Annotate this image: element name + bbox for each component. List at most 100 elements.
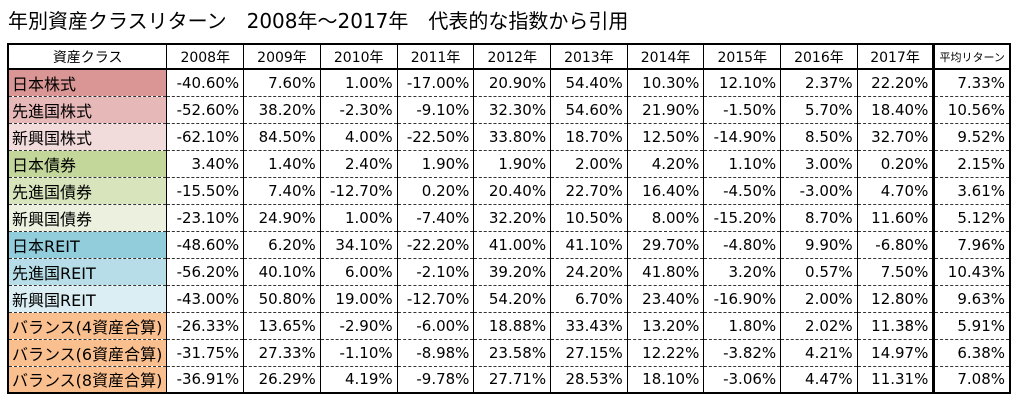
return-cell: 1.00% [319,69,398,97]
return-cell: 1.00% [319,204,398,232]
return-cell: -48.60% [166,231,245,259]
average-return-cell: 6.38% [932,339,1011,367]
return-cell: 32.30% [473,96,552,124]
return-cell: -17.00% [396,69,475,97]
return-cell: -23.10% [166,204,245,232]
return-cell: 4.20% [626,150,705,178]
return-cell: 20.40% [473,177,552,205]
return-cell: 40.10% [243,258,321,286]
table-row: バランス(8資産合算) -36.91% 26.29% 4.19% -9.78% 27.71… [7,366,1011,394]
return-cell: -2.10% [396,258,475,286]
asset-class-label: 先進国株式 [7,96,168,124]
return-cell: -12.70% [396,285,475,313]
asset-return-table: 資産クラス 2008年 2009年 2010年 2011年 2012年 2013年 2014年… [7,43,1011,394]
return-cell: 0.57% [780,258,858,286]
return-cell: -6.80% [856,231,935,259]
column-header-average: 平均リターン [932,43,1011,70]
return-cell: 22.20% [856,69,935,97]
column-header-year: 2017年 [856,43,935,70]
return-cell: -2.90% [319,312,398,340]
return-cell: 1.40% [243,150,321,178]
return-cell: 9.90% [780,231,858,259]
return-cell: 27.15% [550,339,628,367]
return-cell: 2.40% [319,150,398,178]
return-cell: -52.60% [166,96,245,124]
return-cell: -9.78% [396,366,475,394]
return-cell: 18.10% [626,366,705,394]
return-cell: -1.10% [319,339,398,367]
return-cell: 41.80% [626,258,705,286]
return-cell: -7.40% [396,204,475,232]
return-cell: 54.20% [473,285,552,313]
return-cell: 32.70% [856,123,935,151]
asset-class-label: 先進国REIT [7,258,168,286]
return-cell: 12.80% [856,285,935,313]
average-return-cell: 9.63% [932,285,1011,313]
page-title: 年別資産クラスリターン 2008年～2017年 代表的な指数から引用 [8,9,629,33]
table-row: 新興国REIT -43.00% 50.80% 19.00% -12.70% 54.20% 6… [7,285,1011,313]
average-return-cell: 10.43% [932,258,1011,286]
return-cell: 50.80% [243,285,321,313]
return-cell: -9.10% [396,96,475,124]
average-return-cell: 3.61% [932,177,1011,205]
average-return-cell: 10.56% [932,96,1011,124]
return-cell: -4.80% [703,231,782,259]
return-cell: 8.00% [626,204,705,232]
return-cell: 27.33% [243,339,321,367]
column-header-year: 2016年 [780,43,858,70]
asset-class-label: 新興国債券 [7,204,168,232]
return-cell: -15.50% [166,177,245,205]
return-cell: 41.10% [550,231,628,259]
return-cell: -22.20% [396,231,475,259]
return-cell: -15.20% [703,204,782,232]
return-cell: 20.90% [473,69,552,97]
table-row: 先進国REIT -56.20% 40.10% 6.00% -2.10% 39.20% 24.… [7,258,1011,286]
return-cell: 21.90% [626,96,705,124]
average-return-cell: 2.15% [932,150,1011,178]
return-cell: 1.10% [703,150,782,178]
return-cell: 14.97% [856,339,935,367]
return-cell: 8.50% [780,123,858,151]
return-cell: 4.70% [856,177,935,205]
column-header-year: 2010年 [319,43,398,70]
average-return-cell: 7.33% [932,69,1011,97]
return-cell: -8.98% [396,339,475,367]
return-cell: -14.90% [703,123,782,151]
column-header-year: 2012年 [473,43,552,70]
return-cell: 3.00% [780,150,858,178]
column-header-asset-class: 資産クラス [7,43,168,70]
return-cell: -56.20% [166,258,245,286]
return-cell: 23.40% [626,285,705,313]
column-header-year: 2015年 [703,43,782,70]
return-cell: 33.43% [550,312,628,340]
return-cell: 0.20% [856,150,935,178]
return-cell: 4.21% [780,339,858,367]
asset-class-label: 日本REIT [7,231,168,259]
average-return-cell: 9.52% [932,123,1011,151]
table-row: 先進国株式 -52.60% 38.20% -2.30% -9.10% 32.30% 54.6… [7,96,1011,124]
return-cell: 33.80% [473,123,552,151]
asset-class-label: バランス(8資産合算) [7,366,168,394]
average-return-cell: 7.96% [932,231,1011,259]
return-cell: 1.80% [703,312,782,340]
return-cell: 2.02% [780,312,858,340]
return-cell: -2.30% [319,96,398,124]
return-cell: 23.58% [473,339,552,367]
return-cell: -40.60% [166,69,245,97]
return-cell: 54.40% [550,69,628,97]
table-row: バランス(4資産合算) -26.33% 13.65% -2.90% -6.00% 18.8… [7,312,1011,340]
average-return-cell: 7.08% [932,366,1011,394]
return-cell: -26.33% [166,312,245,340]
return-cell: 12.50% [626,123,705,151]
return-cell: 18.70% [550,123,628,151]
return-cell: 18.88% [473,312,552,340]
asset-class-label: 先進国債券 [7,177,168,205]
return-cell: 4.19% [319,366,398,394]
return-cell: 16.40% [626,177,705,205]
header-row: 資産クラス 2008年 2009年 2010年 2011年 2012年 2013年 2014年… [7,43,1011,70]
table-row: 日本REIT -48.60% 6.20% 34.10% -22.20% 41.00% 41.… [7,231,1011,259]
return-cell: -16.90% [703,285,782,313]
return-cell: 27.71% [473,366,552,394]
return-cell: -62.10% [166,123,245,151]
asset-class-label: 日本債券 [7,150,168,178]
